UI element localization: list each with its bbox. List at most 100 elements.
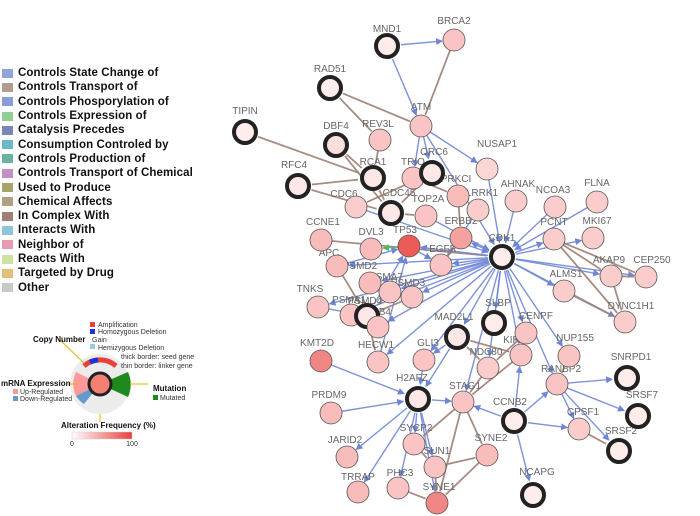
node-top2a[interactable] [414, 204, 438, 228]
node-mnd1[interactable] [374, 33, 400, 59]
edge-egfr-erbb2 [446, 247, 455, 257]
legend-label: Controls Phosporylation of [18, 95, 169, 108]
node-lrrk1[interactable] [466, 198, 490, 222]
node-hecw1[interactable] [366, 350, 390, 374]
node-label-dbf4: DBF4 [323, 121, 349, 132]
edge-cpsf1-srsf2 [588, 433, 607, 445]
edge-gli3-h2afz [417, 370, 425, 386]
node-label-syne1: SYNE1 [423, 482, 456, 493]
edge-tp53-dvl3 [381, 244, 399, 252]
node-snrpd1[interactable] [614, 365, 640, 391]
node-mad2l1[interactable] [444, 324, 470, 350]
node-syne2[interactable] [475, 443, 499, 467]
node-brca2[interactable] [442, 28, 466, 52]
legend-item: Chemical Affects [0, 195, 205, 209]
legend-label: Used to Produce [18, 181, 111, 194]
node-phc3[interactable] [386, 476, 410, 500]
node-psma7[interactable] [378, 280, 402, 304]
node-flna[interactable] [585, 190, 609, 214]
key-border-note-linker: thin border: linker gene [121, 363, 193, 370]
node-atm[interactable] [409, 114, 433, 138]
legend-swatch [2, 225, 13, 235]
node-cdc6[interactable] [344, 195, 368, 219]
legend-item: Controls Expression of [0, 109, 205, 123]
node-nusap1[interactable] [475, 157, 499, 181]
node-layer: MND1 BRCA2 RAD51 ATM REV3L TIPIN DBF4 RCA1 TRIOO… [232, 16, 671, 515]
node-egfr[interactable] [429, 253, 453, 277]
key-hemdel-label: Hemizygous Deletion [98, 345, 164, 352]
node-rad51[interactable] [317, 75, 343, 101]
node-ccne1[interactable] [309, 228, 333, 252]
node-kif2b[interactable] [509, 343, 533, 367]
node-label-srsf7: SRSF7 [626, 390, 659, 401]
node-rev3l[interactable] [368, 128, 392, 152]
node-akap9[interactable] [599, 264, 623, 288]
node-sun1[interactable] [423, 455, 447, 479]
node-stag1[interactable] [451, 390, 475, 414]
key-leader-copy [59, 339, 85, 364]
key-mutated-swatch [153, 395, 158, 400]
node-prdm9[interactable] [319, 401, 343, 425]
node-label-top2a: TOP2A [412, 194, 445, 205]
edge-atm-orc6 [422, 136, 431, 160]
node-rfc4[interactable] [285, 173, 311, 199]
edge-dbf4-rca1 [345, 153, 363, 169]
edge-mad2l1-h2afz [425, 348, 451, 388]
node-label-stag1: STAG1 [449, 381, 481, 392]
node-tnks[interactable] [306, 295, 330, 319]
node-cep250[interactable] [634, 265, 658, 289]
node-dvl3[interactable] [359, 237, 383, 261]
node-jarid2[interactable] [335, 445, 359, 469]
node-pcnt[interactable] [542, 227, 566, 251]
node-sycp2[interactable] [402, 432, 426, 456]
node-apc[interactable] [325, 254, 349, 278]
node-prkci[interactable] [446, 184, 470, 208]
node-slbp[interactable] [481, 310, 507, 336]
node-cpsf1[interactable] [567, 417, 591, 441]
node-mki67[interactable] [581, 226, 605, 250]
node-ncapg[interactable] [520, 482, 546, 508]
node-syne1[interactable] [425, 491, 449, 515]
node-cdk1[interactable] [489, 244, 515, 270]
node-dbf4[interactable] [323, 132, 349, 158]
node-psmb4[interactable] [366, 315, 390, 339]
legend-swatch [2, 211, 13, 221]
node-cenpf[interactable] [514, 321, 538, 345]
node-psmd2[interactable] [358, 271, 382, 295]
legend-label: Interacts With [18, 224, 96, 237]
node-ccnb2[interactable] [501, 408, 527, 434]
edge-sun1-syne2 [445, 456, 476, 466]
edge-syne2-syne1 [445, 461, 480, 496]
key-copy-number-title: Copy Number [33, 335, 85, 344]
node-h2afz[interactable] [405, 386, 431, 412]
legend-item: In Complex With [0, 209, 205, 223]
node-srsf7[interactable] [625, 403, 651, 429]
node-alms1[interactable] [552, 279, 576, 303]
edge-cenpf-ndc80 [496, 339, 519, 361]
node-nup155[interactable] [557, 344, 581, 368]
node-label-tp53: TP53 [393, 225, 417, 236]
node-psmd3[interactable] [400, 285, 424, 309]
node-label-erbb2: ERBB2 [445, 216, 478, 227]
node-tp53[interactable] [397, 234, 421, 258]
node-cdc45[interactable] [378, 200, 404, 226]
node-srsf2[interactable] [606, 438, 632, 464]
node-rca1[interactable] [360, 165, 386, 191]
node-erbb2[interactable] [449, 226, 473, 250]
node-ndc80[interactable] [476, 356, 500, 380]
node-tipin[interactable] [232, 119, 258, 145]
node-dync1h1[interactable] [613, 310, 637, 334]
legend-label: In Complex With [18, 210, 110, 223]
legend-swatch [2, 283, 13, 293]
node-gli3[interactable] [412, 348, 436, 372]
node-ahnak[interactable] [504, 189, 528, 213]
node-label-phc3: PHC3 [387, 468, 414, 479]
node-orc6[interactable] [419, 160, 445, 186]
node-trrap[interactable] [346, 480, 370, 504]
edge-cdk1-mad2l1 [463, 268, 496, 325]
node-kmt2d[interactable] [309, 349, 333, 373]
node-ranbp2[interactable] [545, 372, 569, 396]
node-ncoa3[interactable] [543, 195, 567, 219]
legend-label: Other [18, 281, 50, 294]
